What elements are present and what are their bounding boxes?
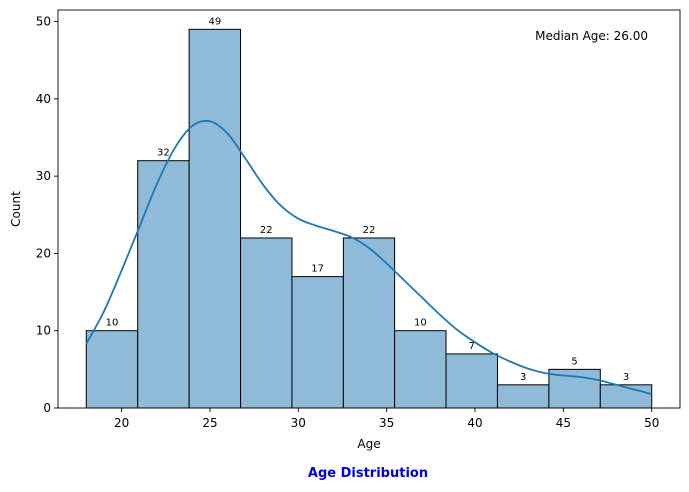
bar-label-3: 49 (208, 16, 221, 27)
median-annotation: Median Age: 26.00 (535, 29, 648, 43)
bar-label-11: 3 (623, 372, 629, 383)
y-axis: 0 10 20 30 40 50 (36, 15, 58, 415)
bar-label-9: 3 (520, 372, 526, 383)
bar-label-7: 10 (414, 318, 427, 329)
y-tick-label: 30 (36, 169, 51, 183)
x-tick-label: 45 (556, 416, 571, 430)
histogram-bar-8 (446, 354, 497, 408)
histogram-bar-4 (241, 238, 292, 408)
histogram-bar-2 (138, 161, 189, 408)
x-tick-label: 50 (644, 416, 659, 430)
histogram-bar-11 (600, 385, 651, 408)
x-tick-label: 20 (114, 416, 129, 430)
y-axis-label: Count (9, 191, 23, 227)
bar-label-1: 10 (106, 318, 119, 329)
y-tick-label: 10 (36, 324, 51, 338)
histogram-bar-9 (497, 385, 548, 408)
histogram-bar-7 (395, 331, 446, 408)
x-tick-label: 25 (202, 416, 217, 430)
x-axis-label: Age (357, 437, 380, 451)
bar-label-4: 22 (260, 225, 273, 236)
histogram-bar-5 (292, 277, 343, 408)
bar-label-10: 5 (571, 356, 577, 367)
y-tick-label: 50 (36, 15, 51, 29)
x-tick-label: 30 (291, 416, 306, 430)
histogram-bars (86, 29, 651, 408)
chart-caption: Age Distribution (0, 466, 689, 481)
x-axis: 20 25 30 35 40 45 50 (114, 408, 659, 430)
x-tick-label: 35 (379, 416, 394, 430)
y-tick-label: 40 (36, 92, 51, 106)
y-tick-label: 20 (36, 246, 51, 260)
x-tick-label: 40 (467, 416, 482, 430)
histogram-bar-3 (189, 29, 240, 408)
histogram-bar-1 (86, 331, 137, 408)
y-tick-label: 0 (43, 401, 51, 415)
bar-label-5: 17 (311, 264, 324, 275)
bar-label-6: 22 (363, 225, 376, 236)
bar-label-2: 32 (157, 148, 170, 159)
